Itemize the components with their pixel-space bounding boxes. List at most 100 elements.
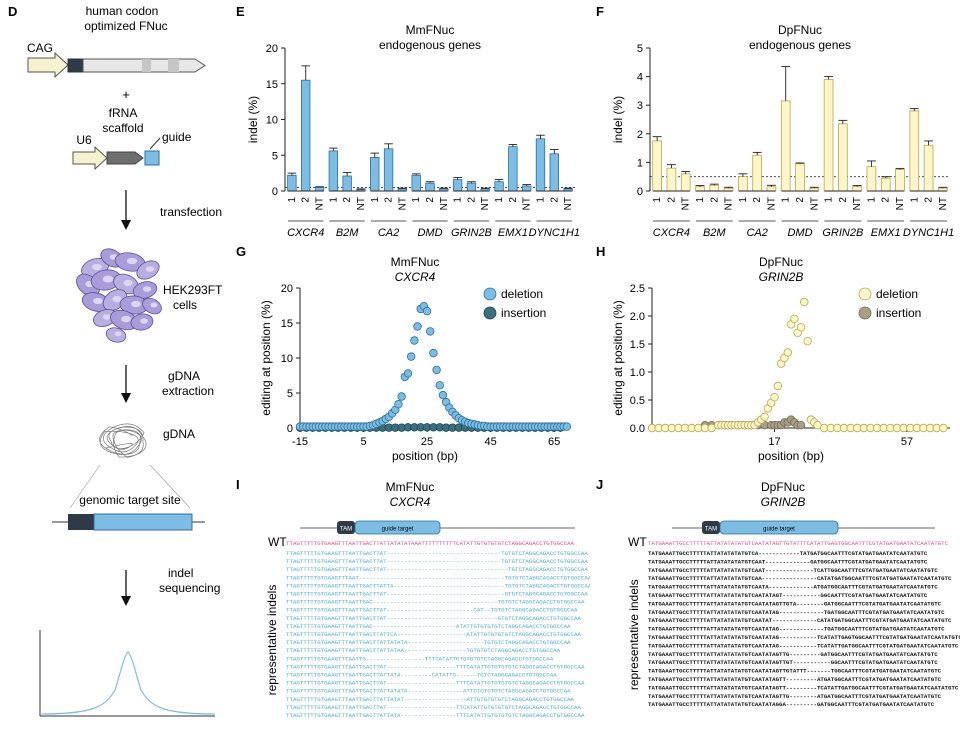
gene-label: B2M xyxy=(336,227,359,239)
bar xyxy=(508,146,518,192)
x-tick-label: 2 xyxy=(838,197,849,203)
panel-letter: G xyxy=(236,244,246,259)
cag-promoter-arrow xyxy=(27,51,69,79)
deletion-point xyxy=(800,297,809,307)
x-tick-label: 1 xyxy=(909,197,920,203)
bar xyxy=(738,176,748,192)
gdna-extraction-label-1: gDNA xyxy=(168,369,200,383)
y-tick-label: 5 xyxy=(637,43,643,55)
indel-sequence-row: TTAGTTTTTGTGAAGTTTAATTGACTTATTATA-------… xyxy=(286,713,585,719)
bar xyxy=(766,186,777,192)
y-tick-label: 10 xyxy=(281,353,293,365)
bar xyxy=(695,186,705,192)
deletion-point xyxy=(410,336,419,345)
x-tick-label: 1 xyxy=(453,197,464,203)
insertion-point xyxy=(796,420,806,430)
y-tick-label: 10 xyxy=(266,115,278,127)
panel-d-workflow: D human codon optimized FNuc CAG + fRNA … xyxy=(8,4,223,717)
y-tick-label: 5 xyxy=(287,388,293,400)
gene-label: DYNC1H1 xyxy=(529,227,580,239)
cell-nucleus xyxy=(142,286,152,292)
legend-label: insertion xyxy=(876,306,921,320)
chart-title: DpFNuc xyxy=(759,255,803,269)
chart-subtitle: endogenous genes xyxy=(379,38,481,52)
indel-sequence-row: TATGAAATTGCCTTTTTATTATATATATGTCAATATAGTT… xyxy=(648,669,941,675)
cell-nucleus xyxy=(140,318,148,324)
panel-letter: I xyxy=(236,477,240,492)
cells-label-1: HEK293FT xyxy=(163,283,223,297)
x-tick-label: NT xyxy=(356,197,367,210)
chart-title: DpFNuc xyxy=(778,23,822,37)
deletion-point xyxy=(790,314,799,323)
legend-marker xyxy=(858,287,872,301)
bar xyxy=(752,154,762,192)
x-tick-label: 1 xyxy=(652,197,663,203)
x-tick-label: 2 xyxy=(881,197,892,203)
chart-subtitle: GRIN2B xyxy=(759,270,804,284)
indel-sequence-row: TTAGTTTTTGTGAAGTTTAATTGACTTATTA---------… xyxy=(286,583,590,589)
bar xyxy=(535,138,546,192)
cell-nucleus xyxy=(102,314,112,320)
zoom-line-right xyxy=(149,464,191,509)
bar xyxy=(795,163,805,192)
x-tick-label: 25 xyxy=(421,436,433,448)
x-axis-label: position (bp) xyxy=(392,449,458,463)
bar xyxy=(709,184,720,192)
flow-arrow-3-head xyxy=(121,596,131,606)
deletion-point xyxy=(773,381,783,391)
indel-sequence-row: TTAGTTTTTGTGAAGTTTAATTGACTTATTATATA-----… xyxy=(286,640,572,646)
guide-label: guide xyxy=(162,130,192,144)
bar xyxy=(301,79,311,192)
indel-sequence-row: TTAGTTTTTGTGAAGTTTAATTGACTTAT-----------… xyxy=(286,664,585,670)
y-tick-label: 0 xyxy=(287,423,293,435)
indel-sequence-row: TTAGTTTTTGTGAAGTTTAATTGACTTATTATAA------… xyxy=(286,648,561,654)
bar xyxy=(838,123,848,192)
cell-nucleus xyxy=(145,266,155,272)
x-tick-label: NT xyxy=(852,197,863,210)
bar xyxy=(866,166,877,192)
chart-subtitle: CXCR4 xyxy=(395,270,436,284)
x-tick-label: -15 xyxy=(292,436,308,448)
indel-sequence-row: TATGAAATTGCCTTTTTATTATATATATGTCAAT------… xyxy=(648,568,938,574)
panel-subtitle: GRIN2B xyxy=(761,495,806,509)
indel-sequence-row: TTAGTTTTTGTGAAGTTTAATTGACTTAT-----------… xyxy=(286,551,589,557)
panel-letter: F xyxy=(596,4,604,19)
target-guide-block xyxy=(93,513,193,531)
x-tick-label: NT xyxy=(439,197,450,210)
mini-plot-peak-curve xyxy=(39,651,216,715)
panel-letter: E xyxy=(236,4,245,19)
indel-sequence-row: TTAGTTTTTGTGAAGTTTAATTG-----------------… xyxy=(286,656,554,662)
frna-label-2: scaffold xyxy=(102,121,143,135)
deletion-point xyxy=(562,422,572,431)
wt-sequence: TATGAAATTGCCTTTTTATTATATATATGTCAATATAGTT… xyxy=(648,541,948,547)
bar xyxy=(923,144,934,192)
wt-sequence: TTAGTTTTTGTGAAGTTTAATTGACTTATTATATATAAAT… xyxy=(286,541,575,547)
bar xyxy=(521,185,532,192)
fnuc-label-2: optimized FNuc xyxy=(84,19,167,33)
x-tick-label: 2 xyxy=(466,197,477,203)
fnuc-domain-1 xyxy=(142,59,151,72)
indel-sequence-row: TATGAAATTGCCTTTTTATTATATATATGTCAATATAGTT… xyxy=(648,660,938,666)
bar xyxy=(666,167,677,192)
indel-sequence-row: TATGAAATTGCCTTTTTATTATATATATGTCAATATAGTT… xyxy=(648,652,938,658)
x-tick-label: NT xyxy=(315,197,326,210)
cell-nucleus xyxy=(131,300,141,308)
gene-label: CXCR4 xyxy=(287,227,324,239)
y-axis-label: indel (%) xyxy=(611,96,625,143)
deletion-point xyxy=(426,327,435,336)
panel-letter: J xyxy=(596,477,603,492)
x-tick-label: 2 xyxy=(508,197,519,203)
deletion-point xyxy=(394,399,403,409)
x-tick-label: 2 xyxy=(384,197,395,203)
x-tick-label: 2 xyxy=(301,197,312,203)
target-tam-block xyxy=(68,514,94,530)
cell-nucleus xyxy=(150,302,158,308)
gene-label: GRIN2B xyxy=(822,227,863,239)
x-tick-label: NT xyxy=(938,197,949,210)
cell-nucleus xyxy=(92,263,102,271)
x-tick-label: NT xyxy=(480,197,491,210)
indel-seq-label-2: sequencing xyxy=(159,581,220,595)
y-tick-label: 3 xyxy=(637,100,643,112)
indel-sequence-row: TTAGTTTTTGTGAAGTTTAATTGACTTAT-----------… xyxy=(286,592,589,598)
